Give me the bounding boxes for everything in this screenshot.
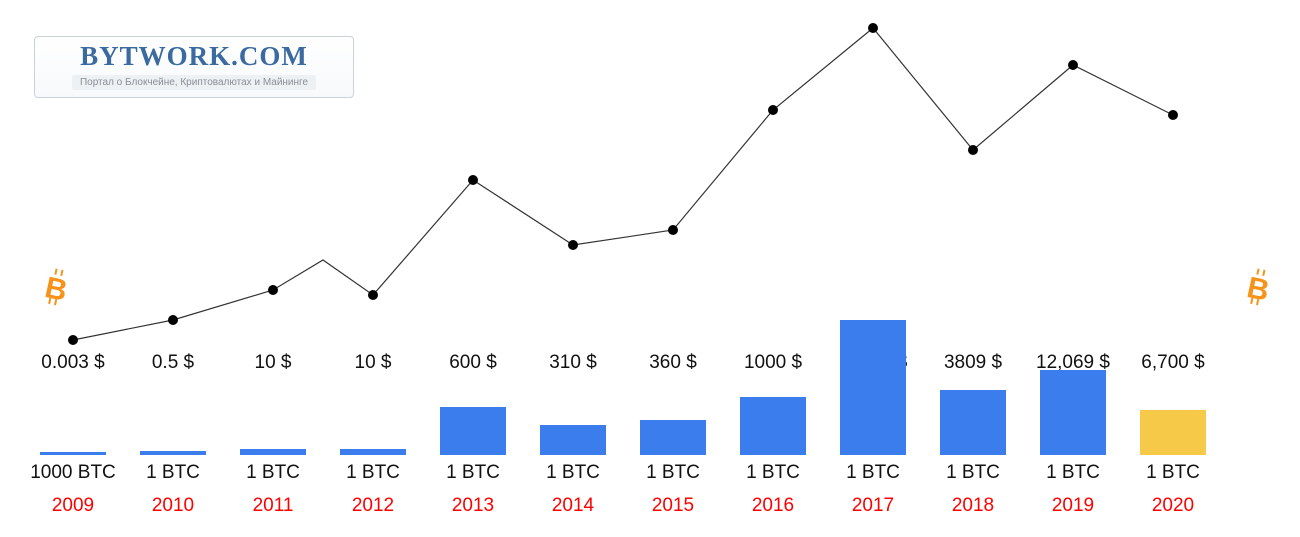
btc-unit-label: 1 BTC: [128, 462, 218, 484]
btc-unit-label: 1 BTC: [928, 462, 1018, 484]
chart-column: 6,700 $ 1 BTC 2020: [1128, 0, 1218, 537]
year-label: 2010: [128, 495, 218, 517]
chart-bar: [40, 452, 106, 455]
price-label: 0.003 $: [28, 352, 118, 374]
chart-column: 10 $ 1 BTC 2011: [228, 0, 318, 537]
chart-bar: [740, 397, 806, 455]
btc-unit-label: 1 BTC: [328, 462, 418, 484]
btc-unit-label: 1 BTC: [828, 462, 918, 484]
btc-unit-label: 1 BTC: [628, 462, 718, 484]
chart-column: 600 $ 1 BTC 2013: [428, 0, 518, 537]
btc-unit-label: 1 BTC: [428, 462, 518, 484]
year-label: 2017: [828, 495, 918, 517]
year-label: 2018: [928, 495, 1018, 517]
year-label: 2016: [728, 495, 818, 517]
year-label: 2015: [628, 495, 718, 517]
chart-bar: [440, 407, 506, 455]
year-label: 2019: [1028, 495, 1118, 517]
btc-unit-label: 1 BTC: [1028, 462, 1118, 484]
btc-unit-label: 1 BTC: [1128, 462, 1218, 484]
btc-unit-label: 1 BTC: [528, 462, 618, 484]
price-label: 10 $: [228, 352, 318, 374]
chart-bar: [1140, 410, 1206, 455]
chart-column: 12,069 $1 BTC2019: [1028, 0, 1118, 537]
chart-column: 19000 $1 BTC2017: [828, 0, 918, 537]
btc-unit-label: 1 BTC: [728, 462, 818, 484]
chart-bar: [1040, 370, 1106, 455]
btc-price-chart: 0.003 $ 1000 BTC 2009 0.5 $ 1 BTC 2010 10 $ 1 B…: [0, 0, 1300, 537]
chart-bar: [340, 449, 406, 455]
btc-unit-label: 1000 BTC: [28, 462, 118, 484]
chart-bar: [140, 451, 206, 455]
chart-bar: [540, 425, 606, 455]
btc-unit-label: 1 BTC: [228, 462, 318, 484]
chart-bar: [940, 390, 1006, 455]
year-label: 2013: [428, 495, 518, 517]
chart-column: 1000 $ 1 BTC 2016: [728, 0, 818, 537]
chart-column: 0.5 $ 1 BTC 2010: [128, 0, 218, 537]
year-label: 2011: [228, 495, 318, 517]
price-label: 0.5 $: [128, 352, 218, 374]
price-label: 310 $: [528, 352, 618, 374]
year-label: 2012: [328, 495, 418, 517]
price-label: 10 $: [328, 352, 418, 374]
year-label: 2009: [28, 495, 118, 517]
chart-bar: [840, 320, 906, 455]
price-label: 6,700 $: [1128, 352, 1218, 374]
chart-bar: [640, 420, 706, 455]
price-label: 600 $: [428, 352, 518, 374]
chart-column: 10 $ 1 BTC 2012: [328, 0, 418, 537]
year-label: 2014: [528, 495, 618, 517]
chart-column: 310 $ 1 BTC 2014: [528, 0, 618, 537]
year-label: 2020: [1128, 495, 1218, 517]
chart-column: 3809 $ 1 BTC 2018: [928, 0, 1018, 537]
price-label: 1000 $: [728, 352, 818, 374]
price-label: 360 $: [628, 352, 718, 374]
chart-column: 0.003 $ 1000 BTC 2009: [28, 0, 118, 537]
chart-bar: [240, 449, 306, 455]
chart-column: 360 $ 1 BTC 2015: [628, 0, 718, 537]
price-label: 3809 $: [928, 352, 1018, 374]
